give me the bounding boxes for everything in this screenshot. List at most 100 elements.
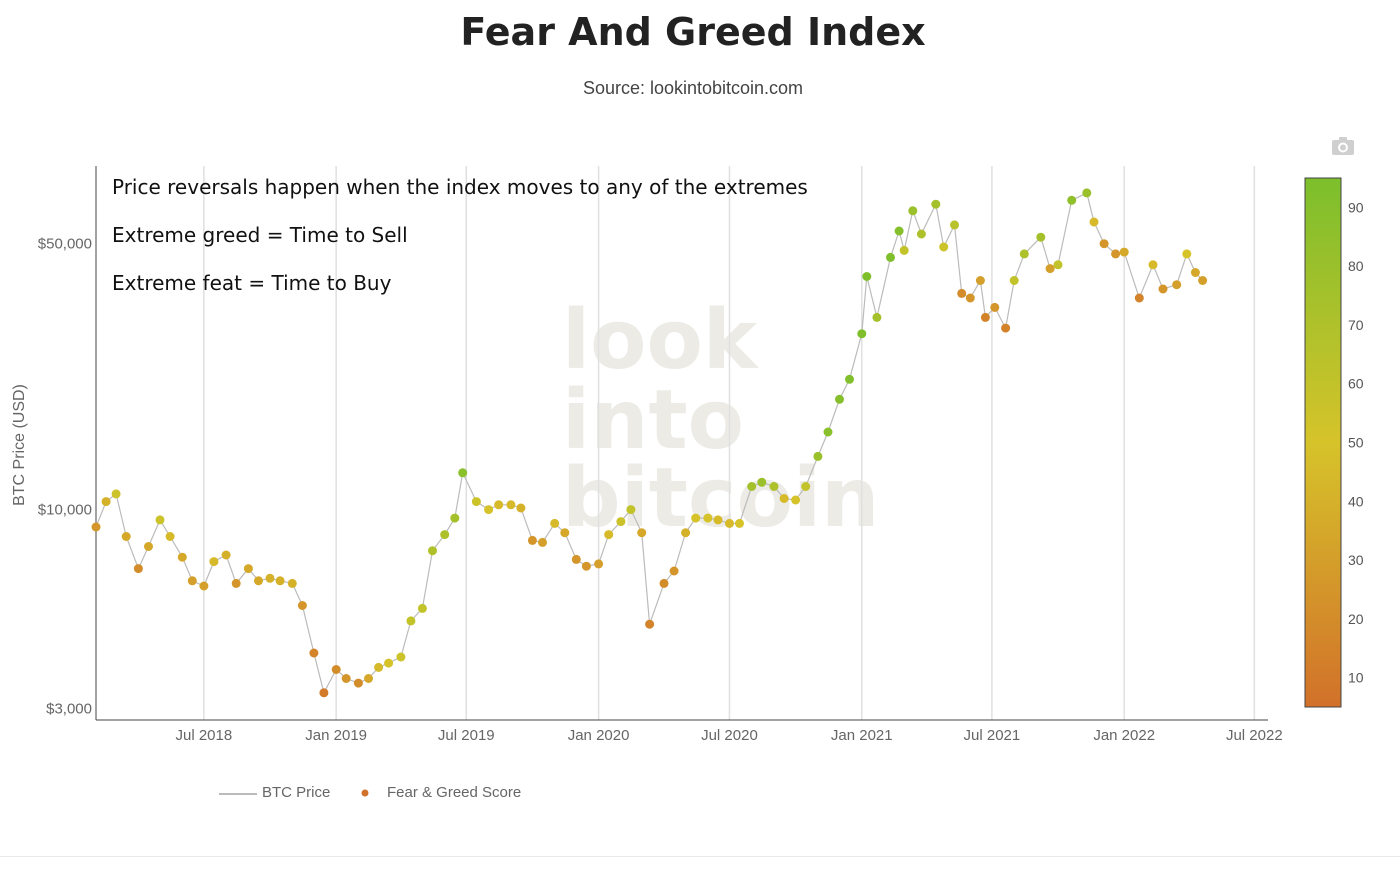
data-point	[823, 427, 833, 437]
data-point	[527, 535, 537, 545]
data-point	[1019, 249, 1029, 259]
data-point	[560, 528, 570, 538]
y-tick-label: $3,000	[46, 701, 92, 718]
data-point	[857, 329, 867, 339]
x-axis-ticks: Jul 2018 Jan 2019 Jul 2019 Jan 2020 Jul 2020…	[175, 727, 1282, 744]
data-point	[626, 505, 636, 515]
data-point	[265, 573, 275, 583]
data-point	[450, 513, 460, 523]
data-point	[1099, 239, 1109, 249]
data-point	[133, 564, 143, 574]
watermark-line-1: look	[562, 293, 760, 388]
data-point	[757, 477, 767, 487]
fear-greed-points	[91, 188, 1208, 698]
y-tick-label: $50,000	[38, 236, 92, 253]
data-point	[957, 288, 967, 298]
data-point	[769, 482, 779, 491]
data-point	[209, 557, 219, 567]
x-tick-label: Jul 2021	[964, 727, 1021, 744]
x-tick-label: Jul 2019	[438, 727, 495, 744]
colorbar-tick-label: 70	[1348, 317, 1364, 333]
data-point	[144, 542, 153, 551]
y-axis-ticks: $3,000 $10,000 $50,000	[38, 236, 92, 718]
data-point	[1111, 249, 1121, 259]
data-point	[506, 500, 516, 510]
colorbar-tick-label: 50	[1348, 435, 1364, 451]
data-point	[637, 528, 647, 538]
data-point	[331, 665, 341, 674]
data-point	[177, 552, 187, 562]
data-point	[931, 199, 941, 209]
data-point	[406, 616, 416, 626]
data-point	[396, 652, 406, 662]
data-point	[1009, 276, 1019, 285]
watermark-line-2: into	[562, 373, 744, 468]
data-point	[1045, 264, 1055, 274]
data-point	[231, 578, 241, 588]
data-point	[199, 581, 209, 591]
data-point	[254, 576, 263, 586]
data-point	[990, 302, 1000, 312]
colorbar-tick-label: 30	[1348, 552, 1364, 568]
watermark-line-3: bitcoin	[562, 451, 879, 546]
data-point	[594, 559, 604, 569]
colorbar: 10 20 30 40 50 60 70 80 90	[1304, 177, 1364, 708]
data-point	[691, 513, 701, 523]
data-point	[384, 658, 394, 668]
legend-label-btc-price[interactable]: BTC Price	[262, 784, 331, 801]
data-point	[975, 276, 985, 285]
x-tick-label: Jan 2021	[831, 727, 893, 744]
legend-label-fear-greed[interactable]: Fear & Greed Score	[387, 784, 522, 801]
data-point	[908, 206, 918, 216]
data-point	[791, 495, 801, 505]
data-point	[111, 489, 121, 499]
data-point	[616, 517, 626, 527]
x-tick-label: Jan 2022	[1093, 727, 1155, 744]
data-point	[1053, 260, 1063, 270]
data-point	[801, 482, 811, 491]
data-point	[845, 374, 854, 384]
data-point	[1036, 232, 1046, 242]
colorbar-tick-label: 10	[1348, 670, 1364, 686]
annotation-fear: Extreme feat = Time to Buy	[112, 271, 392, 295]
data-point	[916, 229, 926, 239]
data-point	[965, 293, 975, 303]
data-point	[886, 252, 895, 262]
data-point	[341, 674, 351, 683]
x-tick-label: Jul 2022	[1226, 727, 1283, 744]
data-point	[319, 688, 329, 698]
data-point	[571, 554, 581, 564]
data-point	[417, 603, 427, 613]
data-point	[779, 494, 789, 503]
data-point	[165, 532, 175, 541]
y-tick-label: $10,000	[38, 502, 92, 519]
data-point	[428, 546, 437, 556]
data-point	[1089, 217, 1099, 227]
colorbar-tick-label: 80	[1348, 258, 1364, 274]
data-point	[1158, 284, 1168, 294]
chart-title: Fear And Greed Index	[460, 10, 926, 54]
axes	[95, 166, 1268, 721]
camera-icon[interactable]	[1331, 136, 1355, 156]
data-point	[659, 578, 669, 588]
footer-divider	[0, 856, 1400, 857]
data-point	[813, 451, 823, 461]
grid-lines	[203, 166, 1256, 720]
data-point	[1172, 280, 1182, 290]
data-point	[275, 576, 285, 586]
data-point	[155, 515, 165, 525]
data-point	[550, 518, 560, 528]
data-point	[681, 528, 691, 538]
data-point	[581, 561, 591, 571]
data-point	[538, 537, 547, 547]
data-point	[1148, 260, 1158, 270]
annotation-greed: Extreme greed = Time to Sell	[112, 223, 408, 247]
data-point	[187, 576, 197, 586]
data-point	[494, 500, 504, 510]
data-point	[121, 532, 131, 541]
data-point	[287, 578, 297, 588]
data-point	[101, 497, 111, 507]
data-point	[604, 530, 614, 540]
legend	[219, 789, 369, 797]
data-point	[862, 272, 872, 281]
